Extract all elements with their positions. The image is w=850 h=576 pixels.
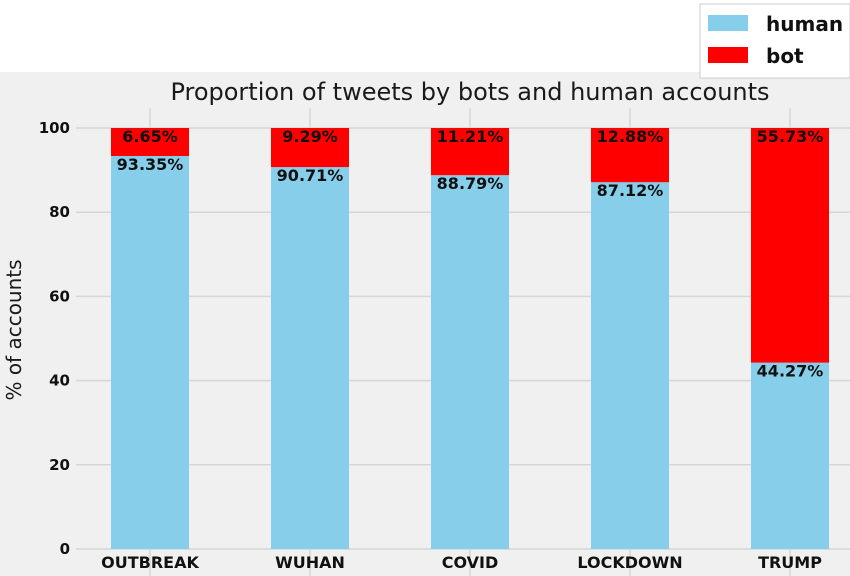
y-tick-label: 80 (49, 203, 70, 221)
legend: human bot (699, 3, 850, 79)
legend-swatch-bot (708, 47, 748, 63)
legend-swatch-human (708, 15, 748, 31)
bar-human-trump (751, 362, 829, 549)
bar-bot-lockdown (591, 128, 669, 183)
x-tick-labels: OUTBREAK WUHAN COVID LOCKDOWN TRUMP (101, 553, 822, 572)
x-tick-label: COVID (442, 553, 499, 572)
bar-human-wuhan (271, 167, 349, 549)
data-label-bot-trump: 55.73% (757, 127, 824, 146)
data-label-human-trump: 44.27% (757, 362, 824, 381)
data-label-human-outbreak: 93.35% (117, 155, 184, 174)
bar-bot-wuhan (271, 128, 349, 168)
x-tick-label: LOCKDOWN (577, 553, 682, 572)
y-tick-label: 40 (49, 372, 70, 390)
y-tick-label: 60 (49, 287, 70, 305)
chart-title: Proportion of tweets by bots and human a… (170, 78, 769, 106)
y-tick-label: 100 (39, 119, 70, 137)
legend-label-bot: bot (766, 44, 804, 68)
data-label-human-wuhan: 90.71% (277, 166, 344, 185)
data-label-bot-lockdown: 12.88% (597, 127, 664, 146)
y-tick-label: 20 (49, 456, 70, 474)
data-label-bot-outbreak: 6.65% (122, 127, 178, 146)
x-tick-label: WUHAN (275, 553, 345, 572)
data-label-human-covid: 88.79% (437, 174, 504, 193)
y-tick-label: 0 (60, 540, 70, 558)
data-label-bot-covid: 11.21% (437, 127, 504, 146)
bar-human-lockdown (591, 182, 669, 549)
y-tick-labels: 0 20 40 60 80 100 (39, 119, 70, 558)
bar-bot-outbreak (111, 128, 189, 156)
bar-bot-trump (751, 128, 829, 363)
x-tick-label: TRUMP (758, 553, 822, 572)
x-tick-label: OUTBREAK (101, 553, 199, 572)
data-labels: 93.35% 6.65% 90.71% 9.29% 88.79% 11.21% 87.12%… (117, 127, 824, 381)
data-label-human-lockdown: 87.12% (597, 181, 664, 200)
bar-human-covid (431, 175, 509, 550)
data-label-bot-wuhan: 9.29% (282, 127, 338, 146)
bars (111, 128, 829, 550)
y-axis-label: % of accounts (2, 259, 26, 400)
bar-human-outbreak (111, 155, 189, 549)
legend-label-human: human (766, 12, 843, 36)
bar-bot-covid (431, 128, 509, 176)
